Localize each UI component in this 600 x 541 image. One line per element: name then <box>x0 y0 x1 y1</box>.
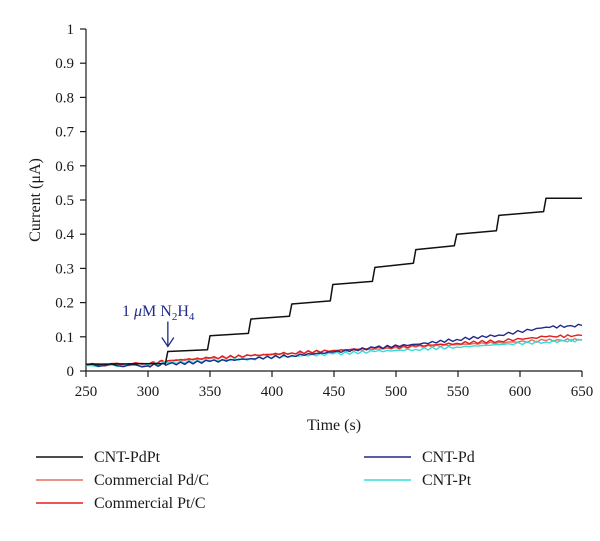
y-axis-title: Current (μA) <box>27 158 44 242</box>
x-tick-label: 300 <box>137 384 160 400</box>
y-tick-label: 0.6 <box>55 159 74 175</box>
axes: 250 300 350 400 450 500 550 600 650 0 0.1 0.2 0.3 0.4… <box>55 22 593 400</box>
y-tick-label: 0.4 <box>55 227 74 243</box>
x-tick-label: 650 <box>571 384 594 400</box>
x-tick-label: 250 <box>75 384 98 400</box>
x-axis-title: Time (s) <box>307 417 361 434</box>
y-tick-label: 0.8 <box>55 90 74 106</box>
annotation-arrowhead <box>161 337 175 348</box>
x-tick-label: 550 <box>447 384 470 400</box>
y-tick-label: 0.7 <box>55 125 74 141</box>
series-line-cnt-pd <box>85 323 583 368</box>
y-tick-label: 0.1 <box>55 330 74 346</box>
series-group <box>85 197 583 368</box>
y-tick-label: 0.5 <box>55 193 74 209</box>
x-tick-label: 600 <box>509 384 532 400</box>
legend-label-cnt-pd: CNT-Pd <box>422 449 475 466</box>
annotation-group: 1 μM N2H4 <box>122 303 195 348</box>
y-tick-label: 0 <box>67 364 75 380</box>
series-line-cnt-pt <box>85 338 583 368</box>
legend: CNT-PdPt Commercial Pd/C Commercial Pt/C CN… <box>36 449 475 512</box>
legend-label-cnt-pdpt: CNT-PdPt <box>94 449 161 466</box>
annotation-label: 1 μM N2H4 <box>122 303 195 323</box>
y-tick-label: 1 <box>67 22 75 38</box>
legend-label-commercial-pt-c: Commercial Pt/C <box>94 495 206 512</box>
y-tick-label: 0.2 <box>55 296 74 312</box>
legend-label-commercial-pd-c: Commercial Pd/C <box>94 472 209 489</box>
x-tick-label: 500 <box>385 384 408 400</box>
series-line-cnt-pdpt <box>85 197 582 365</box>
legend-label-cnt-pt: CNT-Pt <box>422 472 472 489</box>
x-tick-label: 350 <box>199 384 222 400</box>
x-tick-label: 400 <box>261 384 284 400</box>
y-tick-label: 0.3 <box>55 261 74 277</box>
x-tick-label: 450 <box>323 384 346 400</box>
y-tick-label: 0.9 <box>55 56 74 72</box>
series-line-commercial-pt-c <box>85 334 583 367</box>
